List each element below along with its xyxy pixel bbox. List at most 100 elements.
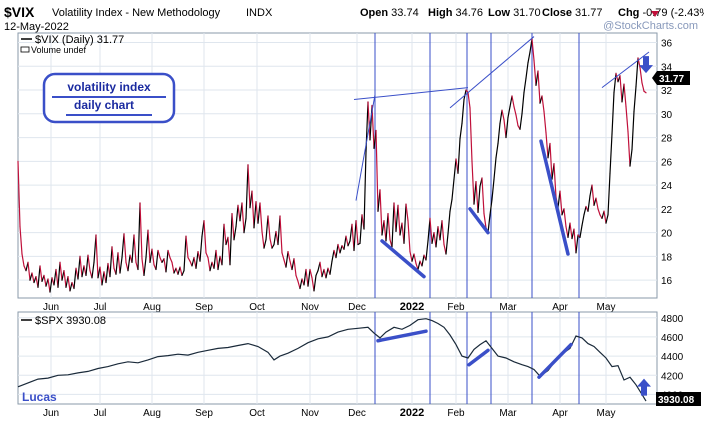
vix-segment	[495, 142, 499, 159]
vix-segment	[223, 223, 227, 246]
vix-segment	[81, 265, 85, 278]
vix-segment	[509, 95, 513, 108]
vix-y-axis: 16 18 20 22 24 26 28 30 32 34 36	[661, 39, 673, 288]
vix-segment	[53, 268, 57, 286]
vix-segment	[123, 233, 127, 263]
spx-y-tick-label: 4200	[661, 371, 684, 382]
vix-segment	[157, 249, 161, 259]
vix-panel: 16 18 20 22 24 26 28 30 32 34 36 $VIX (Daily) 31.7…	[17, 32, 690, 299]
vix-segment	[115, 252, 119, 275]
vix-x-tick-label: Jun	[43, 302, 59, 313]
ohlc-readout: Open 33.74 High 34.76 Low 31.70 Close 31.77…	[360, 7, 704, 19]
vix-segment	[579, 224, 583, 238]
vix-segment	[309, 268, 313, 279]
vix-segment	[385, 213, 389, 242]
spx-x-tick-label: Apr	[552, 408, 568, 419]
vix-segment	[59, 261, 63, 281]
vix-segment	[409, 251, 413, 262]
vix-segment	[73, 267, 77, 290]
spx-x-tick-label: Nov	[301, 408, 319, 419]
vix-segment	[87, 254, 91, 272]
vix-segment	[143, 256, 147, 277]
vix-y-tick-label: 28	[661, 134, 673, 145]
vix-segment	[597, 208, 601, 216]
spx-x-tick-label: Feb	[447, 408, 465, 419]
vix-segment	[477, 185, 481, 214]
vix-segment	[505, 116, 509, 139]
vix-marker-stroke	[539, 139, 570, 256]
vix-segment	[195, 251, 199, 269]
spx-marker-stroke	[537, 342, 573, 379]
vix-segment	[461, 98, 465, 124]
up-arrow-icon	[637, 378, 651, 396]
vix-segment	[523, 77, 527, 94]
vix-y-tick-label: 30	[661, 110, 673, 121]
vix-x-tick-label: Dec	[348, 302, 366, 313]
vix-segment	[453, 158, 457, 180]
vix-segment	[413, 253, 417, 265]
vix-segment	[549, 142, 553, 180]
vix-segment	[635, 57, 639, 88]
vix-segment	[63, 270, 67, 288]
ohlc-low: Low 31.70	[488, 7, 541, 19]
vix-segment	[209, 261, 213, 272]
vix-segment	[607, 172, 611, 216]
vix-segment	[641, 82, 645, 92]
vix-segment	[451, 178, 455, 200]
vix-x-tick-label: Oct	[249, 302, 265, 313]
ohlc-close: Close 31.77	[542, 7, 603, 19]
vix-segment	[77, 255, 81, 280]
vix-legend-label: $VIX (Daily) 31.77	[35, 34, 124, 46]
vix-segment	[475, 180, 479, 214]
vix-segment	[247, 164, 251, 209]
vix-segment	[513, 106, 517, 116]
vix-segment	[457, 138, 461, 174]
vix-segment	[325, 267, 329, 279]
vix-segment	[343, 235, 347, 250]
vix-segment	[449, 198, 453, 212]
spx-annotations	[376, 329, 651, 396]
vix-segment	[615, 72, 619, 83]
lucas-label: Lucas	[22, 390, 57, 404]
vix-marker-stroke	[468, 207, 490, 235]
vix-segment	[393, 202, 397, 233]
vix-segment	[387, 213, 391, 241]
vix-segment	[231, 213, 235, 241]
vix-segment	[19, 226, 23, 255]
vix-segment	[269, 237, 273, 249]
vix-segment	[629, 148, 633, 167]
vix-segment	[259, 202, 263, 233]
vix-x-tick-label: Mar	[499, 302, 517, 313]
spx-x-tick-label: 2022	[400, 407, 424, 419]
vix-segment	[311, 277, 315, 292]
vix-segment	[299, 278, 303, 290]
vix-segment	[521, 91, 525, 115]
vix-segment	[181, 270, 185, 277]
vix-segment	[95, 234, 99, 279]
vix-segment	[57, 261, 61, 288]
ohlc-high: High 34.76	[428, 7, 483, 19]
vix-segment	[603, 210, 607, 224]
vix-segment	[279, 215, 283, 254]
vix-segment	[185, 235, 189, 259]
vix-segment	[37, 265, 41, 288]
vix-segment	[407, 220, 411, 253]
vix-segment	[583, 205, 587, 216]
vix-segment	[313, 274, 317, 292]
vix-segment	[27, 261, 31, 281]
vix-segment	[321, 268, 325, 278]
vix-segment	[199, 235, 203, 262]
watermark: @StockCharts.com	[603, 20, 698, 32]
vix-segment	[169, 256, 173, 263]
spx-x-tick-label: May	[597, 408, 616, 419]
volume-legend-label: Volume undef	[31, 45, 87, 55]
vix-y-tick-label: 32	[661, 86, 673, 97]
vix-segment	[553, 163, 557, 198]
vix-segment	[117, 252, 121, 274]
vix-segment	[273, 230, 277, 246]
vix-segment	[267, 215, 271, 240]
spx-vertical-markers	[374, 312, 580, 404]
vix-segment	[639, 66, 643, 84]
vix-segment	[487, 214, 491, 234]
vix-segment	[587, 195, 591, 212]
